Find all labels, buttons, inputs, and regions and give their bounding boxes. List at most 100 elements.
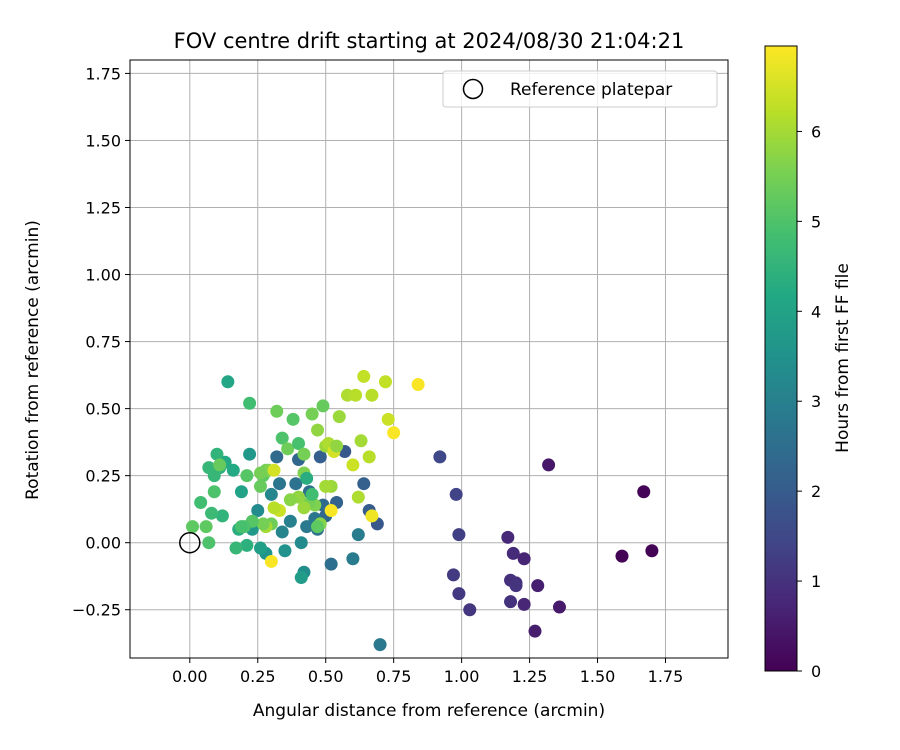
data-point <box>324 557 338 571</box>
data-point <box>267 463 281 477</box>
data-point <box>234 520 248 534</box>
data-point <box>449 487 463 501</box>
data-point <box>615 549 629 563</box>
reference-marker-layer <box>179 531 201 554</box>
data-point <box>283 493 297 507</box>
data-point <box>300 520 314 534</box>
data-point <box>463 603 477 617</box>
data-point <box>379 375 393 389</box>
data-point <box>278 544 292 558</box>
data-point <box>207 485 221 499</box>
data-point <box>501 530 515 544</box>
data-point <box>365 388 379 402</box>
x-tick-label: 1.25 <box>512 667 548 686</box>
data-point <box>275 525 289 539</box>
data-point <box>552 600 566 614</box>
data-point <box>251 504 265 518</box>
data-points <box>186 369 659 652</box>
colorbar-ticks: 0 1 2 3 4 5 6 <box>797 122 821 681</box>
chart-title: FOV centre drift starting at 2024/08/30 … <box>174 29 685 53</box>
data-point <box>387 426 401 440</box>
plot-area-frame <box>129 59 729 659</box>
data-point <box>202 461 216 475</box>
data-point <box>253 479 267 493</box>
data-point <box>234 485 248 499</box>
data-point <box>311 520 325 534</box>
colorbar-tick-label: 5 <box>811 212 821 231</box>
data-point <box>194 495 208 509</box>
data-point <box>452 528 466 542</box>
data-point <box>253 466 267 480</box>
y-tick-label: 0.25 <box>85 467 121 486</box>
data-point <box>292 436 306 450</box>
data-point <box>199 520 213 534</box>
data-point <box>433 450 447 464</box>
data-point <box>542 458 556 472</box>
data-point <box>215 509 229 523</box>
data-point <box>270 450 284 464</box>
x-tick-label: 1.00 <box>444 667 480 686</box>
data-point <box>297 447 311 461</box>
data-point <box>186 520 200 534</box>
data-point <box>213 458 227 472</box>
x-tick-label: 0.75 <box>376 667 412 686</box>
data-point <box>517 597 531 611</box>
y-tick-label: 0.75 <box>85 333 121 352</box>
data-point <box>294 571 308 585</box>
y-tick-label: 1.75 <box>85 64 121 83</box>
data-point <box>349 388 363 402</box>
data-point <box>202 536 216 550</box>
data-point <box>240 469 254 483</box>
x-tick-label: 1.50 <box>580 667 616 686</box>
data-point <box>229 541 243 555</box>
x-tick-label: 1.75 <box>648 667 684 686</box>
reference-platepar-marker <box>179 531 201 554</box>
colorbar <box>764 45 798 672</box>
data-point <box>319 479 333 493</box>
data-point <box>517 552 531 566</box>
data-point <box>324 504 338 518</box>
data-point <box>381 412 395 426</box>
data-point <box>411 377 425 391</box>
data-point <box>283 514 297 528</box>
x-tick-label: 0.00 <box>172 667 208 686</box>
y-tick-label: 1.00 <box>85 266 121 285</box>
grid <box>130 60 728 658</box>
colorbar-tick-label: 6 <box>811 122 821 141</box>
data-point <box>281 442 295 456</box>
data-point <box>286 412 300 426</box>
data-point <box>270 404 284 418</box>
legend: Reference platepar <box>442 70 718 108</box>
data-point <box>240 538 254 552</box>
data-point <box>256 517 270 531</box>
colorbar-tick-label: 1 <box>811 572 821 591</box>
data-point <box>357 477 371 491</box>
x-tick-label: 0.25 <box>240 667 276 686</box>
data-point <box>275 431 289 445</box>
data-point <box>354 434 368 448</box>
y-tick-label: 1.25 <box>85 198 121 217</box>
x-axis-ticks: 0.00 0.25 0.50 0.75 1.00 1.25 1.50 1.75 <box>172 658 683 686</box>
data-point <box>313 450 327 464</box>
data-point <box>362 450 376 464</box>
data-point <box>504 595 518 609</box>
data-point <box>346 552 360 566</box>
data-point <box>273 477 286 491</box>
data-point <box>332 410 346 424</box>
y-tick-label: −0.25 <box>72 601 121 620</box>
data-point <box>253 541 267 555</box>
data-point <box>357 369 371 383</box>
colorbar-tick-label: 0 <box>811 662 821 681</box>
data-point <box>316 399 330 413</box>
colorbar-label: Hours from first FF file <box>833 263 853 453</box>
y-tick-label: 1.50 <box>85 131 121 150</box>
data-point <box>264 487 278 501</box>
y-tick-label: 0.50 <box>85 400 121 419</box>
data-point <box>452 587 466 601</box>
colorbar-tick-label: 2 <box>811 482 821 501</box>
data-point <box>446 568 460 582</box>
data-point <box>297 501 311 515</box>
data-point <box>226 463 240 477</box>
data-point <box>373 638 387 652</box>
